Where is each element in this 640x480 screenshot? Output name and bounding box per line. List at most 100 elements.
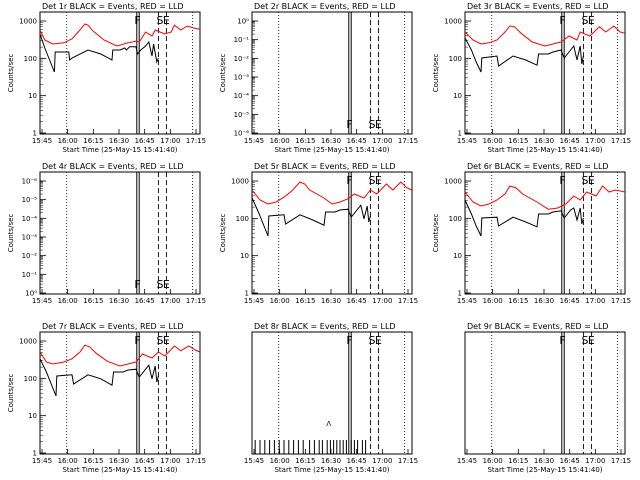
x-tick-label: 17:15 bbox=[186, 297, 206, 305]
event-marker-s: S bbox=[582, 14, 589, 27]
x-tick-label: 17:00 bbox=[585, 297, 605, 305]
x-tick-label: 16:15 bbox=[83, 457, 103, 465]
series-lld bbox=[464, 185, 626, 210]
x-tick-label: 16:45 bbox=[560, 297, 580, 305]
x-tick-label: 16:00 bbox=[270, 457, 290, 465]
series-lld bbox=[39, 344, 201, 367]
panel-d5: Det 5r BLACK = Events, RED = LLD 1 10 100 10… bbox=[219, 162, 418, 305]
y-tick-label: 10⁻³ bbox=[234, 74, 250, 82]
x-tick-label: 17:00 bbox=[160, 457, 180, 465]
y-tick-label: 1 bbox=[33, 130, 37, 138]
y-tick-label: 10⁻⁵ bbox=[22, 196, 38, 204]
x-tick-label: 16:00 bbox=[483, 137, 503, 145]
x-tick-label: 17:15 bbox=[398, 297, 418, 305]
plot-frame bbox=[251, 11, 413, 135]
event-marker-f: F bbox=[559, 14, 565, 27]
panel-title: Det 3r BLACK = Events, RED = LLD bbox=[467, 2, 609, 11]
x-tick-label: 16:00 bbox=[58, 137, 78, 145]
panel-d3: Det 3r BLACK = Events, RED = LLD 1 10 100 10… bbox=[432, 2, 631, 154]
event-marker-e: E bbox=[163, 334, 170, 347]
y-tick-label: 10 bbox=[28, 412, 37, 420]
x-tick-label: 16:15 bbox=[508, 137, 528, 145]
x-axis-label: Start Time (25-May-15 15:41:40) bbox=[487, 146, 602, 154]
event-marker-e: E bbox=[588, 174, 595, 187]
x-axis-label: Start Time (25-May-15 15:41:40) bbox=[487, 466, 602, 474]
y-tick-label: 100 bbox=[24, 55, 37, 63]
y-tick-label: 10⁻⁴ bbox=[22, 215, 38, 223]
panel-d9: Det 9r BLACK = Events, RED = LLD 15:45 16:… bbox=[457, 322, 631, 474]
event-marker-e: E bbox=[375, 174, 382, 187]
x-tick-label: 17:15 bbox=[398, 137, 418, 145]
x-tick-label: 16:00 bbox=[58, 457, 78, 465]
y-tick-label: 1 bbox=[458, 290, 462, 298]
y-tick-label: 1 bbox=[33, 450, 37, 458]
x-tick-label: 15:45 bbox=[244, 457, 264, 465]
x-tick-label: 16:15 bbox=[295, 457, 315, 465]
x-tick-label: 16:30 bbox=[109, 137, 129, 145]
y-tick-label: 10⁻¹ bbox=[234, 36, 250, 44]
y-tick-label: 10 bbox=[453, 252, 462, 260]
series-events bbox=[39, 33, 159, 73]
event-marker-f: F bbox=[346, 118, 352, 131]
x-tick-label: 16:30 bbox=[321, 137, 341, 145]
x-axis-label: Start Time (25-May-15 15:41:40) bbox=[274, 466, 389, 474]
x-tick-label: 17:15 bbox=[611, 457, 631, 465]
y-tick-label: 10⁻² bbox=[22, 252, 38, 260]
x-tick-label: 16:15 bbox=[508, 457, 528, 465]
y-tick-label: 1000 bbox=[231, 178, 249, 186]
x-tick-label: 16:45 bbox=[347, 457, 367, 465]
y-tick-label: 10⁻⁶ bbox=[22, 178, 38, 186]
event-marker-s: S bbox=[369, 174, 376, 187]
event-marker-e: E bbox=[588, 14, 595, 27]
y-tick-label: 1 bbox=[245, 290, 249, 298]
spike-label: Λ bbox=[326, 420, 331, 428]
x-tick-label: 16:30 bbox=[534, 297, 554, 305]
x-tick-label: 17:15 bbox=[611, 297, 631, 305]
y-tick-label: 10⁻⁶ bbox=[234, 130, 250, 138]
x-tick-label: 16:30 bbox=[321, 457, 341, 465]
x-tick-label: 15:45 bbox=[244, 297, 264, 305]
x-tick-label: 15:45 bbox=[457, 137, 477, 145]
y-tick-label: 100 bbox=[236, 215, 249, 223]
y-axis-label: Counts/sec bbox=[432, 214, 440, 253]
y-tick-label: 10⁻⁵ bbox=[234, 111, 250, 119]
panel-d2: Det 2r BLACK = Events, RED = LLD 10⁻⁶ 10⁻⁵… bbox=[219, 2, 418, 154]
y-tick-label: 100 bbox=[449, 215, 462, 223]
y-axis-label: Counts/sec bbox=[219, 214, 227, 253]
event-marker-e: E bbox=[163, 278, 170, 291]
x-tick-label: 17:00 bbox=[160, 137, 180, 145]
series-events bbox=[251, 197, 371, 237]
panel-title: Det 9r BLACK = Events, RED = LLD bbox=[467, 322, 609, 331]
x-tick-label: 16:00 bbox=[483, 457, 503, 465]
y-tick-label: 1000 bbox=[444, 178, 462, 186]
event-marker-f: F bbox=[559, 334, 565, 347]
x-tick-label: 16:30 bbox=[109, 457, 129, 465]
y-axis-label: Counts/sec bbox=[219, 54, 227, 93]
x-tick-label: 17:15 bbox=[186, 457, 206, 465]
event-marker-s: S bbox=[369, 118, 376, 131]
plot-frame bbox=[39, 171, 201, 295]
plot-frame bbox=[251, 331, 413, 455]
panel-title: Det 1r BLACK = Events, RED = LLD bbox=[42, 2, 184, 11]
event-marker-s: S bbox=[157, 278, 164, 291]
x-tick-label: 16:15 bbox=[295, 137, 315, 145]
x-tick-label: 15:45 bbox=[32, 137, 52, 145]
panel-title: Det 7r BLACK = Events, RED = LLD bbox=[42, 322, 184, 331]
series-lld bbox=[464, 25, 626, 47]
x-tick-label: 17:15 bbox=[611, 137, 631, 145]
x-tick-label: 16:45 bbox=[560, 137, 580, 145]
plot-frame bbox=[464, 331, 626, 455]
x-tick-label: 16:45 bbox=[560, 457, 580, 465]
x-tick-label: 15:45 bbox=[32, 297, 52, 305]
y-axis-label: Counts/sec bbox=[7, 214, 15, 253]
panel-title: Det 8r BLACK = Events, RED = LLD bbox=[254, 322, 396, 331]
y-tick-label: 10 bbox=[28, 92, 37, 100]
x-tick-label: 16:30 bbox=[534, 137, 554, 145]
x-tick-label: 16:15 bbox=[83, 137, 103, 145]
series-lld bbox=[251, 181, 413, 205]
x-axis-label: Start Time (25-May-15 15:41:40) bbox=[62, 466, 177, 474]
event-marker-s: S bbox=[157, 14, 164, 27]
x-tick-label: 15:45 bbox=[457, 457, 477, 465]
panel-d4: Det 4r BLACK = Events, RED = LLD 10⁰ 10⁻¹ 1… bbox=[7, 162, 206, 305]
